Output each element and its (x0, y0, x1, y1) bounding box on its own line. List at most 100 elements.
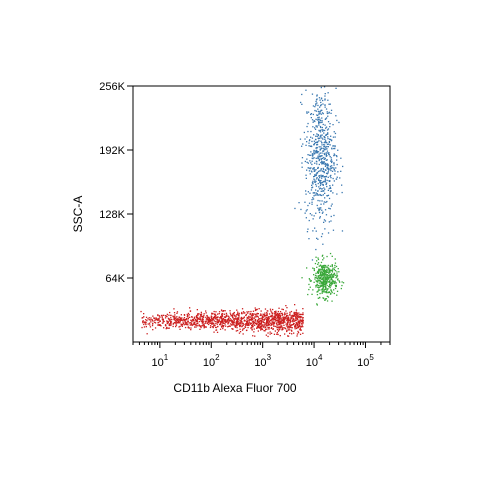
data-point (328, 140, 330, 143)
data-point (265, 324, 267, 327)
data-point (240, 317, 242, 319)
data-point (310, 162, 312, 164)
data-point (187, 326, 189, 329)
data-point (320, 113, 322, 115)
data-point (329, 283, 332, 285)
data-point (281, 319, 283, 322)
data-point (268, 323, 270, 325)
data-point (191, 324, 193, 327)
data-point (259, 318, 261, 320)
data-point (264, 327, 266, 329)
data-point (289, 319, 292, 321)
data-point (161, 316, 163, 318)
data-point (340, 157, 342, 159)
data-point (317, 151, 320, 153)
data-point (244, 326, 246, 328)
data-point (257, 321, 260, 323)
data-point (230, 313, 232, 316)
data-point (317, 141, 319, 143)
plot-frame (132, 85, 391, 343)
data-point (320, 175, 322, 178)
data-point (226, 320, 228, 322)
data-point (274, 315, 276, 317)
data-point (173, 312, 176, 314)
data-point (320, 155, 322, 157)
data-point (323, 142, 325, 144)
data-point (316, 266, 318, 268)
data-point (289, 320, 291, 322)
data-point (269, 316, 271, 318)
data-point (323, 266, 325, 268)
data-point (277, 333, 279, 336)
data-point (316, 275, 318, 277)
data-point (322, 113, 324, 115)
data-point (246, 322, 248, 324)
data-point (342, 282, 345, 284)
data-point (315, 189, 317, 191)
data-point (323, 187, 325, 189)
data-point (260, 310, 262, 312)
data-point (329, 274, 331, 276)
data-point (326, 280, 328, 283)
data-point (221, 315, 223, 317)
data-point (273, 321, 275, 323)
data-point (331, 300, 333, 302)
data-point (210, 316, 212, 318)
data-point (333, 167, 335, 169)
data-point (265, 323, 267, 325)
data-point (322, 123, 324, 126)
data-point (317, 280, 319, 282)
data-point (321, 271, 324, 273)
data-point (318, 282, 321, 284)
data-point (315, 169, 317, 171)
data-point (239, 331, 242, 333)
data-point (317, 108, 319, 110)
data-point (151, 324, 154, 327)
data-point (208, 319, 210, 321)
data-point (327, 267, 330, 269)
data-point (275, 310, 277, 312)
data-point (323, 132, 325, 134)
data-point (204, 320, 206, 322)
data-point (302, 319, 304, 322)
data-point (224, 329, 226, 331)
data-point (237, 324, 239, 326)
data-point (335, 167, 337, 169)
data-point (252, 321, 254, 323)
data-point (331, 271, 334, 273)
data-point (322, 175, 324, 178)
data-point (174, 317, 176, 320)
data-point (316, 161, 318, 163)
data-point (333, 292, 335, 295)
data-point (172, 315, 174, 317)
data-point (261, 319, 263, 321)
data-point (243, 327, 245, 330)
data-point (333, 289, 335, 291)
data-point (252, 320, 254, 322)
data-point (324, 299, 326, 301)
data-point (312, 197, 314, 199)
data-point (308, 170, 311, 172)
data-point (261, 327, 263, 330)
data-point (147, 318, 149, 320)
data-point (287, 318, 289, 320)
data-point (320, 280, 322, 282)
data-point (316, 172, 318, 174)
data-point (284, 321, 286, 324)
data-point (231, 324, 233, 326)
data-point (317, 207, 319, 209)
data-point (168, 327, 170, 329)
data-point (329, 270, 331, 272)
data-point (262, 326, 265, 328)
data-point (253, 328, 255, 330)
data-point (330, 190, 332, 192)
data-point (261, 318, 263, 320)
data-point (318, 163, 320, 166)
data-point (269, 320, 271, 322)
data-point (220, 320, 222, 322)
data-point (328, 103, 330, 105)
data-point (318, 286, 320, 289)
data-point (324, 279, 326, 281)
data-point (322, 194, 324, 196)
data-point (313, 170, 315, 172)
